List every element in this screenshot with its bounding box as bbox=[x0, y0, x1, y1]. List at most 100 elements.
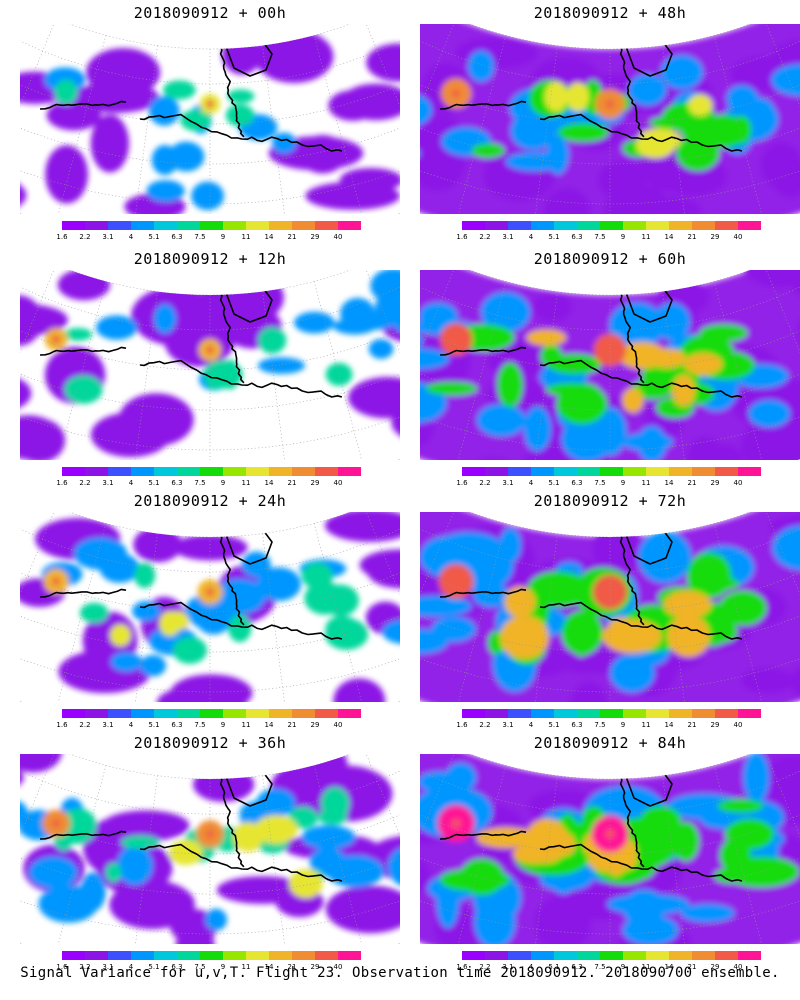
colorbar-swatch bbox=[85, 951, 108, 960]
panel-title: 2018090912 + 36h bbox=[133, 734, 287, 752]
colorbar-swatch bbox=[485, 221, 508, 230]
colorbar-swatch bbox=[646, 467, 669, 476]
colorbar-tick-label: 2.2 bbox=[479, 233, 491, 241]
colorbar-swatch bbox=[177, 709, 200, 718]
colorbar-tick-label: 7.5 bbox=[194, 721, 206, 729]
colorbar-swatch bbox=[62, 709, 85, 718]
colorbar-tick-label: 7.5 bbox=[194, 479, 206, 487]
colorbar-swatch bbox=[531, 221, 554, 230]
colorbar-swatch bbox=[692, 709, 715, 718]
colorbar-tick-label: 6.3 bbox=[571, 721, 583, 729]
colorbar-swatch bbox=[108, 709, 131, 718]
colorbar-tick-label: 4 bbox=[528, 479, 534, 487]
colorbar-swatch bbox=[269, 467, 292, 476]
colorbar-swatch bbox=[338, 467, 361, 476]
colorbar-tick-label: 40 bbox=[733, 479, 743, 487]
colorbar-swatch bbox=[554, 709, 577, 718]
colorbar-tick-label: 2.2 bbox=[79, 479, 91, 487]
panel-title: 2018090912 + 12h bbox=[133, 250, 287, 268]
colorbar-tick-label: 21 bbox=[687, 233, 697, 241]
colorbar-tick-label: 2.2 bbox=[479, 721, 491, 729]
colorbar-swatch bbox=[154, 951, 177, 960]
colorbar-swatch bbox=[669, 221, 692, 230]
colorbar-swatch bbox=[85, 709, 108, 718]
colorbar-tick-label: 14 bbox=[664, 721, 674, 729]
colorbar bbox=[62, 709, 361, 718]
variance-map bbox=[20, 270, 400, 460]
colorbar-tick-label: 7.5 bbox=[594, 963, 606, 971]
colorbar-swatch bbox=[577, 951, 600, 960]
colorbar-swatch bbox=[646, 221, 669, 230]
colorbar-tick-label: 4 bbox=[528, 721, 534, 729]
colorbar-tick-label: 29 bbox=[310, 479, 320, 487]
colorbar-swatch bbox=[738, 221, 761, 230]
colorbar-swatch bbox=[338, 709, 361, 718]
colorbar-tick-label: 9 bbox=[220, 479, 226, 487]
colorbar-tick-label: 7.5 bbox=[594, 233, 606, 241]
colorbar-swatch bbox=[292, 467, 315, 476]
colorbar-tick-label: 2.2 bbox=[79, 963, 91, 971]
map-panel: 2018090912 + 24h 1.6 2.2 3.1 4 5.1 6.3 7.5 9 11 14… bbox=[20, 488, 400, 729]
colorbar-tick-label: 11 bbox=[641, 233, 651, 241]
colorbar-swatch bbox=[315, 709, 338, 718]
colorbar-tick-label: 29 bbox=[710, 721, 720, 729]
colorbar-tick-label: 5.1 bbox=[548, 233, 560, 241]
colorbar-tick-label: 14 bbox=[264, 721, 274, 729]
colorbar-tick-label: 9 bbox=[620, 479, 626, 487]
colorbar-tick-label: 14 bbox=[264, 479, 274, 487]
colorbar-swatch bbox=[269, 221, 292, 230]
colorbar-swatch bbox=[554, 951, 577, 960]
colorbar-tick-label: 29 bbox=[310, 721, 320, 729]
colorbar-swatch bbox=[531, 709, 554, 718]
colorbar-tick-label: 5.1 bbox=[148, 963, 160, 971]
colorbar-swatch bbox=[338, 951, 361, 960]
colorbar-tick-label: 6.3 bbox=[171, 479, 183, 487]
colorbar-tick-label: 21 bbox=[287, 479, 297, 487]
colorbar-swatch bbox=[623, 709, 646, 718]
colorbar-swatch bbox=[154, 221, 177, 230]
colorbar-tick-label: 3.1 bbox=[502, 721, 514, 729]
colorbar-tick-label: 3.1 bbox=[102, 721, 114, 729]
colorbar-tick-label: 2.2 bbox=[479, 479, 491, 487]
colorbar-swatch bbox=[715, 467, 738, 476]
colorbar-swatch bbox=[246, 951, 269, 960]
colorbar-swatch bbox=[338, 221, 361, 230]
colorbar-swatch bbox=[485, 951, 508, 960]
colorbar-swatch bbox=[246, 467, 269, 476]
colorbar-swatch bbox=[692, 467, 715, 476]
colorbar-tick-label: 11 bbox=[241, 721, 251, 729]
colorbar-swatch bbox=[315, 221, 338, 230]
colorbar-tick-label: 6.3 bbox=[171, 233, 183, 241]
colorbar-swatch bbox=[269, 951, 292, 960]
colorbar-swatch bbox=[646, 709, 669, 718]
colorbar-swatch bbox=[623, 467, 646, 476]
colorbar-swatch bbox=[292, 951, 315, 960]
colorbar-tick-label: 29 bbox=[310, 233, 320, 241]
colorbar-swatch bbox=[131, 951, 154, 960]
colorbar-swatch bbox=[246, 221, 269, 230]
colorbar-swatch bbox=[62, 221, 85, 230]
colorbar-tick-label: 4 bbox=[128, 963, 134, 971]
colorbar-tick-label: 21 bbox=[687, 479, 697, 487]
colorbar-tick-label: 5.1 bbox=[548, 721, 560, 729]
colorbar-swatch bbox=[485, 467, 508, 476]
colorbar-swatch bbox=[669, 709, 692, 718]
colorbar-swatch bbox=[669, 467, 692, 476]
colorbar-tick-label: 14 bbox=[664, 963, 674, 971]
colorbar-swatch bbox=[508, 221, 531, 230]
colorbar-tick-label: 3.1 bbox=[502, 479, 514, 487]
colorbar-tick-label: 4 bbox=[528, 963, 534, 971]
colorbar-tick-label: 1.6 bbox=[456, 479, 468, 487]
colorbar-tick-label: 9 bbox=[220, 233, 226, 241]
colorbar-tick-label: 6.3 bbox=[171, 721, 183, 729]
colorbar-swatch bbox=[177, 951, 200, 960]
colorbar bbox=[62, 951, 361, 960]
colorbar-tick-label: 5.1 bbox=[548, 963, 560, 971]
variance-map bbox=[420, 512, 800, 702]
colorbar-swatch bbox=[131, 709, 154, 718]
colorbar-swatch bbox=[154, 709, 177, 718]
colorbar-tick-label: 11 bbox=[241, 233, 251, 241]
colorbar-tick-label: 9 bbox=[620, 721, 626, 729]
colorbar-swatch bbox=[269, 709, 292, 718]
panel-title: 2018090912 + 48h bbox=[533, 4, 687, 22]
